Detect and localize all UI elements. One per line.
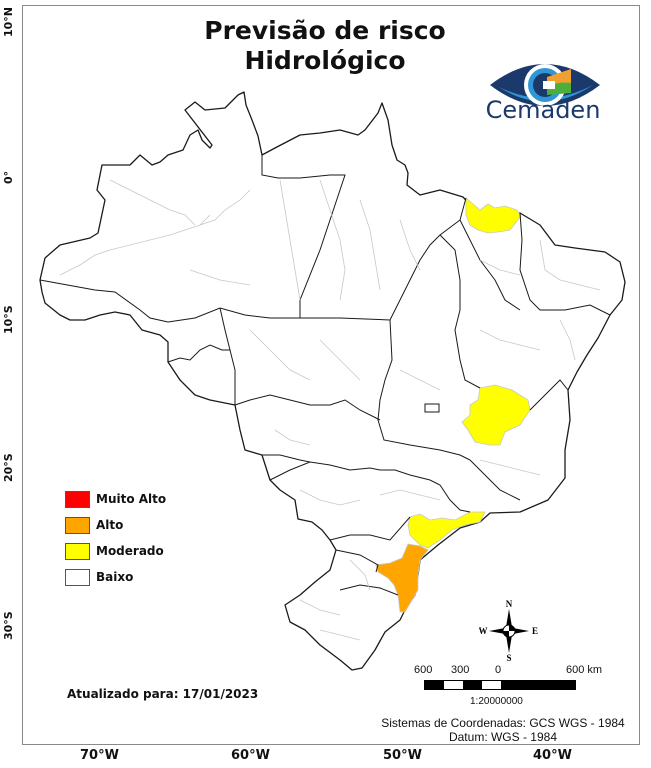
cemaden-logo-icon (490, 64, 600, 106)
legend-swatch-white (65, 568, 90, 586)
brazil-map (39, 91, 626, 671)
title-line-1: Previsão de risco (204, 16, 446, 45)
cemaden-logo-text: Cemaden (485, 96, 601, 124)
risk-region-maranhao (465, 197, 522, 234)
coordinate-system-label: Sistemas de Coordenadas: GCS WGS - 1984 (381, 716, 625, 730)
legend-label: Muito Alto (96, 492, 167, 506)
compass-s: S (506, 653, 511, 663)
legend-item-alto: Alto (65, 512, 166, 538)
risk-region-parana-sc (375, 543, 429, 613)
risk-region-saopaulo (407, 511, 486, 549)
compass-n: N (506, 599, 513, 609)
compass-e: E (532, 626, 538, 636)
updated-date: Atualizado para: 17/01/2023 (67, 687, 259, 701)
lat-label-10s: 10°S (2, 305, 15, 334)
scale-bar (424, 680, 576, 690)
lat-label-20s: 20°S (2, 453, 15, 482)
compass-rose-icon: N S W E (479, 599, 538, 663)
risk-region-bahia (461, 384, 531, 446)
legend-item-baixo: Baixo (65, 564, 166, 590)
scale-label-600-right: 600 km (566, 664, 603, 676)
legend-swatch-red (65, 490, 90, 508)
legend-label: Baixo (96, 570, 134, 584)
legend-label: Moderado (96, 544, 164, 558)
scale-label-600-left: 600 (414, 664, 433, 676)
lon-label-50w: 50°W (383, 748, 422, 763)
legend-swatch-orange (65, 516, 90, 534)
lon-label-60w: 60°W (231, 748, 270, 763)
legend-item-muito-alto: Muito Alto (65, 486, 166, 512)
lon-label-40w: 40°W (533, 748, 572, 763)
map-title: Previsão de risco Hidrológico (180, 16, 470, 76)
coordinate-system: Sistemas de Coordenadas: GCS WGS - 1984 … (372, 716, 634, 744)
legend-swatch-yellow (65, 542, 90, 560)
legend-label: Alto (96, 518, 124, 532)
compass-w: W (479, 626, 488, 636)
scale-ratio: 1:20000000 (470, 696, 523, 707)
title-line-2: Hidrológico (244, 46, 406, 75)
legend: Muito Alto Alto Moderado Baixo (65, 486, 166, 590)
lat-label-0: 0° (2, 170, 15, 184)
datum-label: Datum: WGS - 1984 (448, 730, 558, 744)
lat-label-10n: 10°N (2, 6, 15, 37)
scale-label-0: 0 (495, 664, 502, 676)
lon-label-70w: 70°W (80, 748, 119, 763)
scale-label-300: 300 (451, 664, 470, 676)
lat-label-30s: 30°S (2, 611, 15, 640)
legend-item-moderado: Moderado (65, 538, 166, 564)
